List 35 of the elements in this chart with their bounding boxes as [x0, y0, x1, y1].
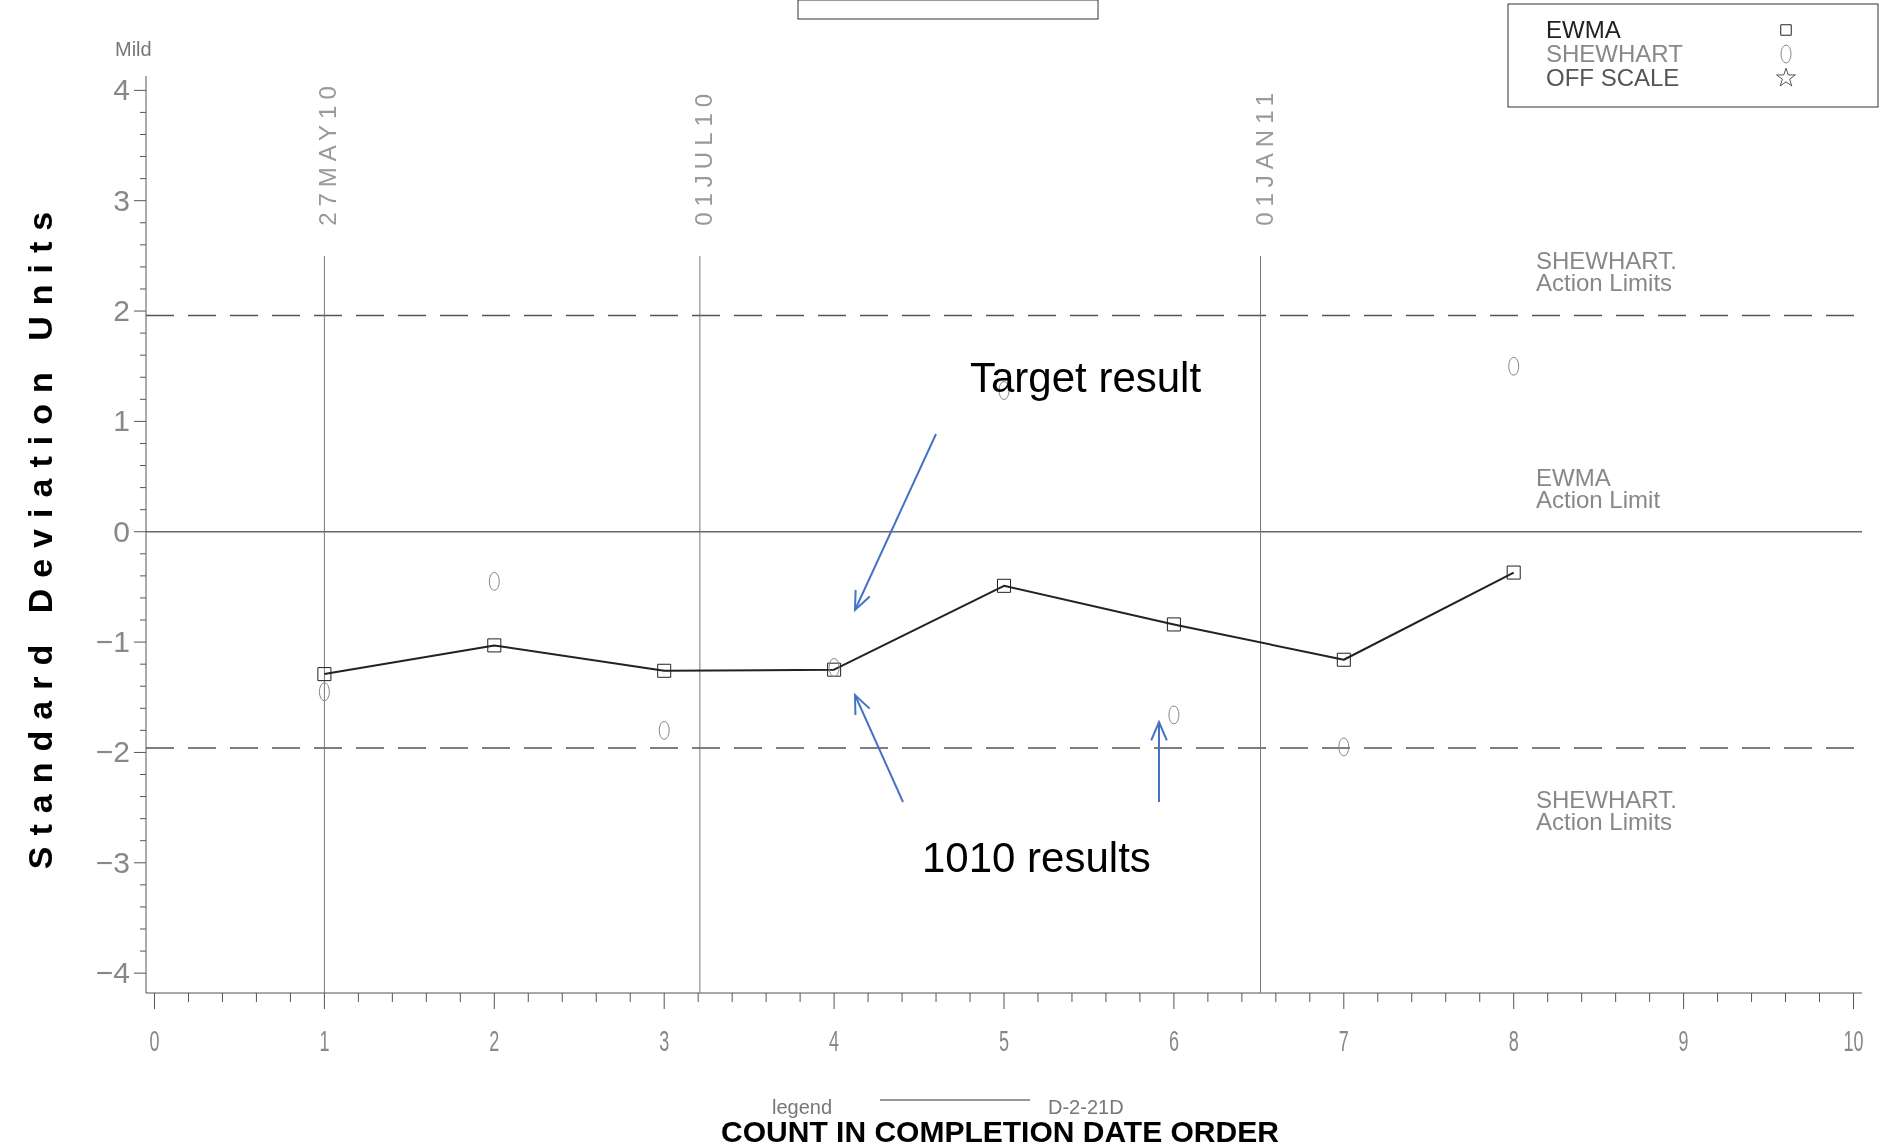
x-tick-label: 0 — [149, 1024, 160, 1058]
x-tick-label: 7 — [1338, 1024, 1349, 1058]
annotation: Target result — [970, 354, 1202, 401]
y-tick-label: −2 — [95, 735, 130, 769]
x-tick-label: 8 — [1508, 1024, 1519, 1058]
y-tick-label: 0 — [113, 514, 130, 548]
x-tick-label: 6 — [1168, 1024, 1179, 1058]
ref-line-label: SHEWHART. Action Limits — [1536, 786, 1677, 836]
text: SHEWHART — [1546, 40, 1684, 67]
x-tick-label: 4 — [829, 1024, 840, 1058]
x-tick-label: 2 — [489, 1024, 500, 1058]
text: Mild — [115, 38, 152, 60]
x-tick-label: 1 — [319, 1024, 330, 1058]
y-tick-label: −1 — [95, 625, 130, 659]
y-tick-label: 1 — [113, 404, 130, 438]
x-tick-label: 3 — [659, 1024, 670, 1058]
y-tick-label: 3 — [113, 183, 130, 217]
ref-line-label: 27MAY10 — [314, 80, 342, 226]
text: legend — [772, 1096, 833, 1118]
ref-line-label: EWMA Action Limit — [1536, 463, 1661, 513]
legend-label: OFF SCALE — [1546, 64, 1680, 91]
text: D-2-21D — [1048, 1096, 1124, 1118]
x-tick-label: 5 — [999, 1024, 1009, 1058]
x-tick-label: 10 — [1843, 1024, 1864, 1058]
y-tick-label: 4 — [113, 73, 130, 107]
x-tick-label: 9 — [1678, 1024, 1689, 1058]
ref-line-label: SHEWHART. Action Limits — [1536, 247, 1677, 297]
annotation: 1010 results — [922, 834, 1151, 881]
ref-line-label: 01JUL10 — [689, 87, 717, 226]
ref-line-label: 01JAN11 — [1250, 86, 1278, 226]
y-axis-title: Standard Deviation Units — [21, 200, 59, 870]
text: EWMA — [1546, 16, 1621, 43]
y-tick-label: −3 — [95, 845, 130, 879]
y-tick-label: −4 — [95, 956, 130, 990]
y-tick-label: 2 — [113, 294, 130, 328]
